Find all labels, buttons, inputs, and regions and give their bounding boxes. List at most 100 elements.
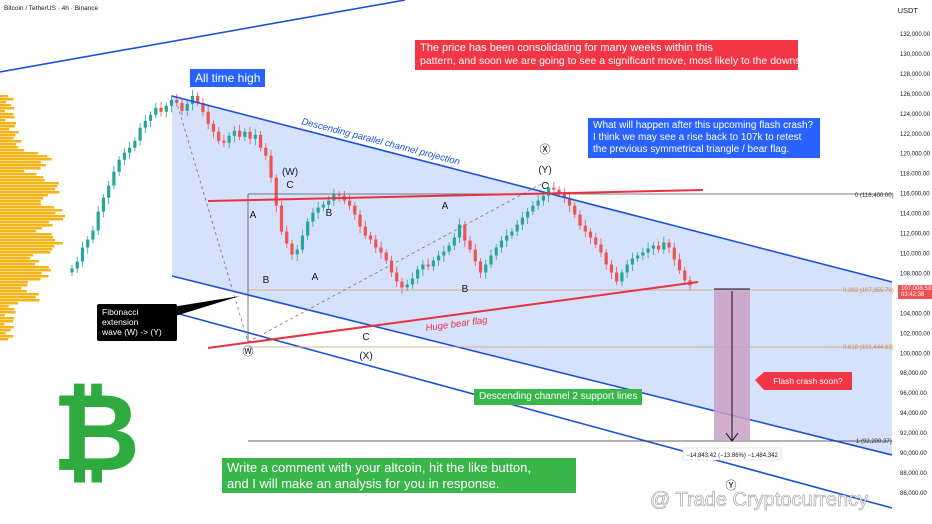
volume-profile-bar (0, 197, 44, 200)
volume-profile-bar (0, 215, 66, 218)
candle-body (169, 99, 174, 106)
candle-body (421, 264, 425, 270)
candle-body (683, 270, 687, 281)
volume-profile-bar (0, 260, 39, 263)
candle-body (128, 147, 132, 153)
wave-label: (Y) (538, 165, 551, 176)
candle-body (279, 205, 284, 232)
candle-body (489, 255, 493, 265)
candle-body (384, 252, 388, 261)
volume-profile-bar (0, 233, 52, 236)
volume-profile-bar (0, 167, 41, 170)
candle-body (583, 225, 587, 232)
volume-profile-bar (0, 224, 53, 227)
candle-body (211, 123, 216, 132)
wave-label: Ⓧ (540, 143, 551, 156)
candle-body (536, 200, 540, 206)
volume-profile-bar (0, 335, 14, 338)
y-tick-label: 104,000.00 (900, 311, 931, 317)
volume-profile-bar (0, 299, 40, 302)
channel-fill (172, 96, 892, 455)
bitcoin-icon: ₿ (52, 372, 140, 493)
volume-profile-bar (0, 140, 22, 143)
candle-body (70, 268, 74, 273)
volume-profile-bar (0, 149, 25, 152)
wave-label: Ⓨ (726, 479, 737, 492)
candle-body (557, 189, 561, 193)
candle-body (463, 224, 467, 241)
volume-profile-bar (0, 203, 41, 206)
volume-profile-bar (0, 119, 6, 122)
candle-body (180, 102, 184, 111)
candle-body (227, 135, 231, 143)
candle-body (148, 114, 153, 121)
volume-profile-bar (0, 329, 11, 332)
volume-profile-bar (0, 326, 14, 329)
candle-body (468, 240, 472, 250)
price-axis[interactable]: 132,000.00 130,000.00 128,000.00 126,000.00… (900, 32, 931, 497)
wave-label: (W) (282, 167, 298, 178)
volume-profile-bar (0, 185, 58, 188)
candle-body (599, 244, 603, 253)
candle-body (117, 159, 121, 172)
candle-body (122, 152, 126, 160)
candle-body (447, 245, 451, 252)
y-tick-label: 120,000.00 (900, 152, 931, 158)
volume-profile-bar (0, 125, 15, 128)
y-tick-label: 108,000.00 (900, 271, 931, 277)
candle-body (201, 102, 205, 112)
all-time-high-text: All time high (195, 71, 261, 85)
volume-profile-bar (0, 263, 35, 266)
upper-trendline (0, 0, 406, 73)
volume-profile-bar (0, 134, 16, 137)
volume-profile-bar (0, 137, 14, 140)
volume-profile-bar (0, 338, 9, 341)
candle-body (604, 252, 608, 265)
comment-note: Write a comment with your altcoin, hit t… (222, 458, 576, 494)
volume-profile-bar (0, 227, 43, 230)
volume-profile-bar (0, 158, 52, 161)
candle-body (258, 134, 263, 148)
symbol-header: Bitcoin / TetherUS · 4h · Binance (4, 5, 99, 12)
candle-body (107, 185, 111, 198)
candle-body (546, 187, 551, 196)
candle-body (264, 147, 268, 156)
volume-profile-bar (0, 251, 51, 254)
volume-profile-bar (0, 116, 15, 119)
all-time-high-note: All time high (190, 69, 266, 88)
candle-body (374, 239, 378, 248)
volume-profile-bar (0, 302, 19, 305)
fib-callout-pointer (172, 296, 240, 317)
candle-body (269, 155, 273, 178)
candle-body (353, 205, 357, 215)
volume-profile-bar (0, 281, 28, 284)
candle-body (494, 247, 498, 256)
volume-profile-bar (0, 104, 11, 107)
volume-profile-bar (0, 176, 44, 179)
flag-top-line (207, 189, 704, 202)
volume-profile-bar (0, 212, 56, 215)
after-line2: I think we may see a rise back to 107k t… (593, 132, 802, 143)
candle-body (143, 120, 147, 128)
y-tick-label: 88,000.00 (900, 471, 927, 477)
measure-label: −14,843.42 (−13.86%) −1,484,342 (686, 453, 778, 459)
after-line3: the previous symmetrical triangle / bear… (593, 144, 790, 155)
candle-body (190, 95, 195, 104)
candle-body (677, 259, 682, 271)
volume-profile-bar (0, 248, 53, 251)
candle-body (457, 224, 462, 238)
volume-profile-bar (0, 314, 5, 317)
candle-body (416, 269, 420, 279)
volume-profile-bar (0, 332, 6, 335)
candle-body (636, 255, 640, 259)
volume-profile-bar (0, 284, 28, 287)
candle-body (133, 140, 137, 148)
candle-body (505, 235, 509, 241)
candle-body (80, 247, 85, 262)
volume-profile-bar (0, 323, 5, 326)
candle-body (379, 247, 383, 253)
candle-body (196, 95, 200, 103)
fib-line2: wave (W) -> (Y) (102, 327, 162, 338)
wave-label: C (286, 180, 293, 191)
